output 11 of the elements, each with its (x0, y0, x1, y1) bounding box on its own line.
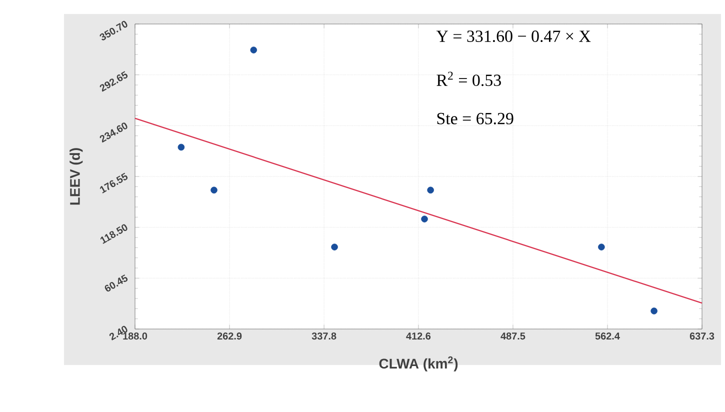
x-tick-label: 412.6 (406, 332, 431, 340)
x-tick-label: 337.8 (312, 332, 336, 340)
annotation: R$^{2}$ = 0.53 (436, 72, 501, 86)
x-tick-label: 262.9 (217, 332, 242, 340)
x-axis-title: CLWA (km$^{2}$) (379, 356, 458, 372)
annotation: Ste = 65.29 (437, 112, 514, 124)
x-tick-label: 562.4 (595, 332, 620, 340)
y-axis-title: LEEV (d) (70, 148, 83, 205)
x-tick-label: 637.3 (690, 332, 714, 340)
annotation: Y = 331.60 − 0.47 × X (436, 30, 591, 42)
x-tick-label: 487.5 (500, 332, 526, 340)
